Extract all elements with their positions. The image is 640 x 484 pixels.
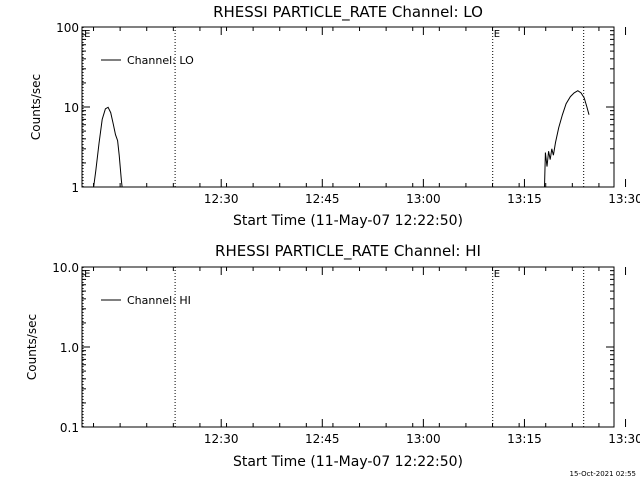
y-tick-label: 1 bbox=[71, 181, 79, 195]
y-axis-label: Counts/sec bbox=[29, 74, 43, 140]
marker-label: E bbox=[84, 269, 90, 280]
legend-entry: Channel: LO bbox=[127, 54, 194, 67]
lo-channel-panel: RHESSI PARTICLE_RATE Channel: LO E E 12:30 1… bbox=[29, 3, 640, 229]
x-tick-label: 12:45 bbox=[305, 192, 340, 206]
chart-title: RHESSI PARTICLE_RATE Channel: HI bbox=[215, 242, 481, 261]
y-tick-label: 0.1 bbox=[60, 421, 79, 435]
x-axis-label: Start Time (11-May-07 12:22:50) bbox=[233, 454, 463, 470]
series-line bbox=[544, 90, 590, 187]
x-axis-label: Start Time (11-May-07 12:22:50) bbox=[233, 213, 463, 229]
x-tick-label: 13:00 bbox=[406, 432, 441, 446]
hi-channel-panel: RHESSI PARTICLE_RATE Channel: HI E E 12:30 1… bbox=[25, 242, 640, 470]
x-tick-label: 12:30 bbox=[204, 192, 239, 206]
y-tick-label: 1.0 bbox=[60, 341, 79, 355]
footer-timestamp: 15-Oct-2021 02:55 bbox=[570, 470, 636, 478]
chart-title: RHESSI PARTICLE_RATE Channel: LO bbox=[213, 3, 483, 22]
y-tick-label: 10 bbox=[64, 101, 79, 115]
legend-entry: Channel: HI bbox=[127, 294, 191, 307]
y-tick-label: 10.0 bbox=[52, 261, 79, 275]
x-tick-label: 12:30 bbox=[204, 432, 239, 446]
marker-label: E bbox=[494, 29, 500, 40]
y-axis-label: Counts/sec bbox=[25, 314, 39, 380]
marker-label: E bbox=[494, 269, 500, 280]
marker-label: E bbox=[84, 29, 90, 40]
x-tick-label: 13:15 bbox=[507, 192, 542, 206]
x-tick-label: 13:15 bbox=[507, 432, 542, 446]
y-tick-label: 100 bbox=[56, 21, 79, 35]
x-tick-label: 13:00 bbox=[406, 192, 441, 206]
series-line bbox=[93, 106, 123, 187]
x-tick-label: 13:30 bbox=[608, 432, 640, 446]
x-tick-label: 12:45 bbox=[305, 432, 340, 446]
x-tick-label: 13:30 bbox=[608, 192, 640, 206]
